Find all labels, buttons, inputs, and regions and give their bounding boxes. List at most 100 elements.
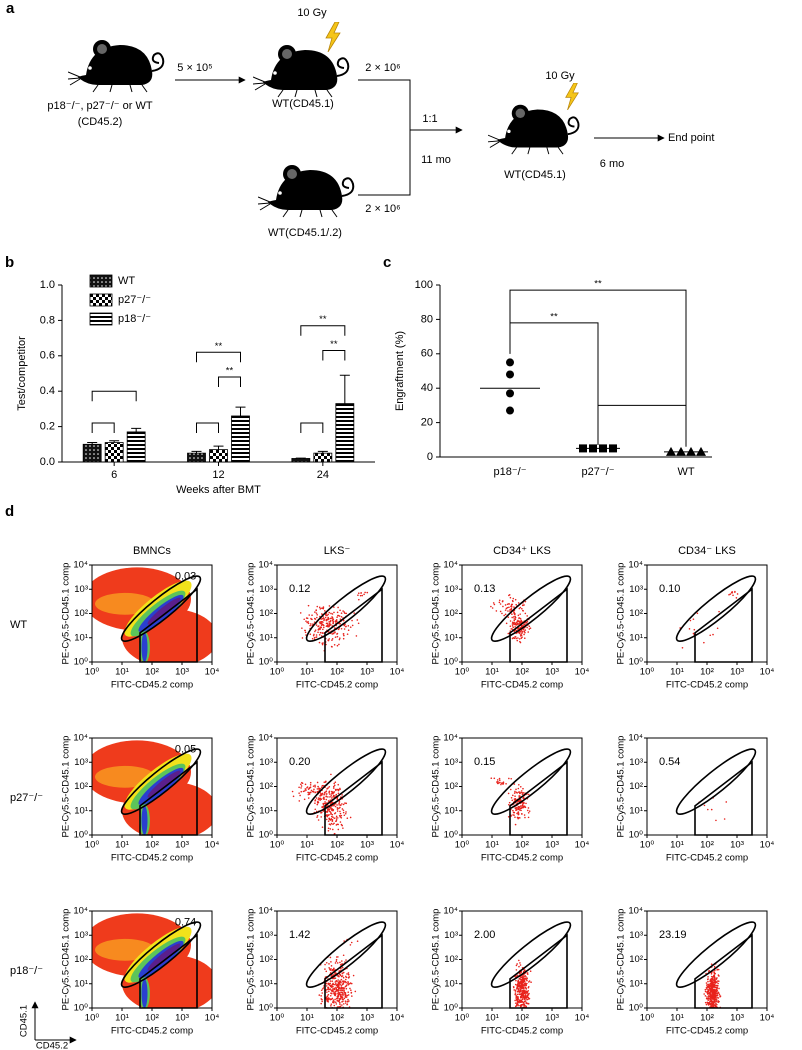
event-dot	[309, 781, 312, 784]
event-dot	[717, 980, 719, 982]
event-dot	[508, 594, 511, 596]
event-dot	[526, 626, 528, 629]
event-dot	[517, 813, 520, 816]
event-dot	[708, 995, 710, 998]
event-dot	[298, 786, 300, 789]
panel-label: b	[5, 254, 14, 271]
donor-label: p18⁻/⁻, p27⁻/⁻ or WT	[47, 100, 152, 112]
x-tick-label: p27⁻/⁻	[581, 466, 614, 478]
event-dot	[317, 819, 320, 821]
event-dot	[349, 944, 352, 946]
x-tick-label: 10³	[730, 840, 744, 851]
x-tick-label: 10⁴	[390, 840, 405, 851]
event-dot	[514, 636, 517, 638]
event-dot	[335, 815, 338, 818]
gate	[694, 933, 753, 1009]
event-dot	[343, 981, 346, 983]
event-dot	[514, 626, 516, 628]
bar	[82, 443, 102, 463]
event-dot	[502, 781, 505, 784]
event-dot	[315, 797, 318, 799]
event-dot	[321, 998, 323, 1001]
event-dot	[330, 968, 332, 970]
event-dot	[332, 618, 334, 621]
x-tick-label: 10²	[700, 840, 714, 851]
event-dot	[334, 990, 337, 993]
event-dot	[528, 980, 531, 982]
event-dot	[511, 599, 514, 602]
event-dot	[351, 619, 353, 622]
event-dot	[334, 627, 336, 629]
x-tick-label: 10²	[145, 840, 159, 851]
event-dot	[342, 976, 345, 979]
event-dot	[528, 992, 530, 995]
y-tick-label: 10³	[74, 584, 88, 595]
event-dot	[713, 1004, 716, 1006]
event-dot	[339, 983, 341, 986]
event-dot	[340, 963, 343, 965]
event-dot	[332, 1001, 334, 1004]
event-dot	[307, 793, 310, 796]
event-dot	[519, 622, 521, 624]
event-dot	[525, 988, 528, 990]
event-dot	[329, 811, 332, 813]
event-dot	[345, 987, 348, 990]
event-dot	[324, 781, 327, 783]
x-axis-label: FITC-CD45.2 comp	[111, 1026, 193, 1037]
x-tick-label: 10⁰	[640, 840, 655, 851]
event-dot	[736, 593, 739, 595]
event-dot	[526, 996, 529, 998]
event-dot	[331, 819, 334, 821]
event-dot	[709, 998, 711, 1000]
event-dot	[493, 603, 496, 606]
event-dot	[302, 790, 305, 793]
gate	[305, 575, 387, 642]
event-dot	[314, 791, 317, 794]
event-dot	[512, 616, 515, 618]
event-dot	[522, 1009, 524, 1011]
event-dot	[347, 991, 350, 993]
event-dot	[521, 793, 524, 795]
event-dot	[306, 617, 309, 620]
event-dot	[333, 784, 336, 787]
event-dot	[514, 790, 516, 793]
event-dot	[339, 961, 341, 964]
density	[141, 805, 148, 835]
event-dot	[514, 807, 517, 810]
gate-percentage: 0.54	[659, 756, 680, 768]
event-dot	[349, 626, 352, 628]
event-dot	[328, 785, 331, 788]
density	[141, 632, 148, 662]
event-dot	[513, 783, 516, 785]
axis-key-label: CD45.2	[36, 1041, 68, 1050]
event-dot	[323, 798, 325, 800]
event-dot	[521, 813, 523, 815]
event-dot	[331, 997, 334, 1000]
event-dot	[313, 633, 315, 636]
event-dot	[327, 997, 330, 999]
x-tick-label: 10²	[515, 667, 529, 678]
event-dot	[341, 975, 344, 977]
event-dot	[708, 984, 710, 986]
y-tick-label: 10²	[629, 954, 643, 965]
event-dot	[527, 1002, 529, 1005]
y-tick-label: 10¹	[444, 632, 458, 643]
duration: 11 mo	[421, 154, 451, 166]
event-dot	[344, 812, 347, 815]
event-dot	[356, 619, 359, 621]
event-dot	[336, 817, 339, 819]
x-axis-label: FITC-CD45.2 comp	[296, 680, 378, 691]
x-tick-label: 6	[111, 469, 117, 481]
event-dot	[316, 781, 319, 784]
event-dot	[332, 794, 335, 797]
event-dot	[526, 809, 529, 812]
event-dot	[335, 619, 338, 622]
y-tick-label: 10⁴	[258, 560, 273, 571]
event-dot	[342, 827, 344, 829]
event-dot	[344, 978, 347, 981]
event-dot	[344, 612, 346, 615]
event-dot	[707, 976, 709, 978]
plot-frame	[461, 737, 583, 836]
event-dot	[713, 971, 715, 973]
event-dot	[331, 980, 334, 982]
